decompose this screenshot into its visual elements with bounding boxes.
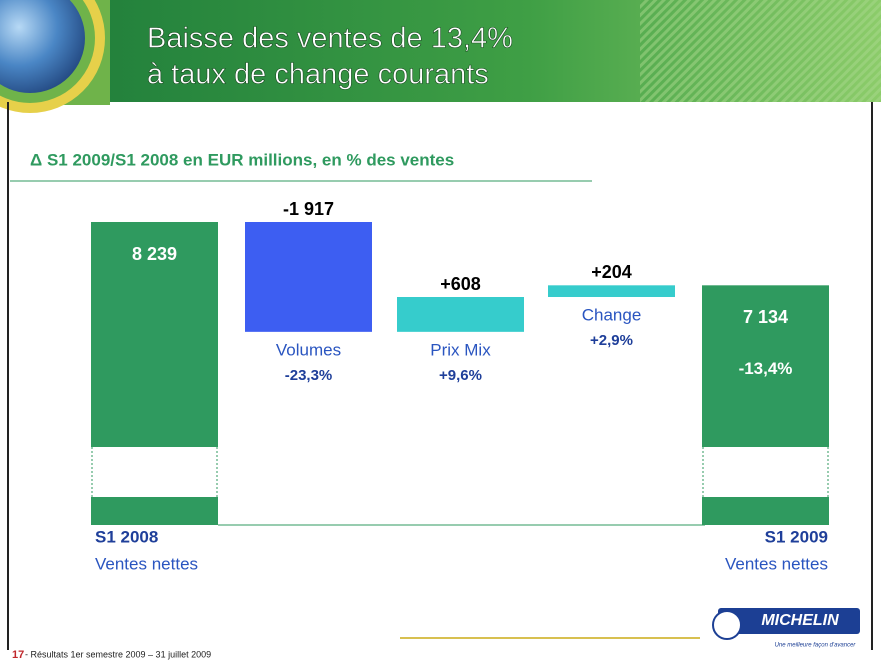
- value-label: +608: [440, 274, 481, 294]
- category-sublabel: Ventes nettes: [95, 554, 198, 573]
- category-label: Change: [582, 305, 642, 324]
- header-stripes: [640, 0, 881, 102]
- bar-base: [702, 497, 829, 525]
- percent-label: +2,9%: [590, 332, 633, 349]
- value-label: 8 239: [132, 244, 177, 264]
- slide: Baisse des ventes de 13,4% à taux de cha…: [0, 0, 881, 664]
- category-label: Prix Mix: [430, 340, 491, 359]
- chart-subtitle: Δ S1 2009/S1 2008 en EUR millions, en % …: [30, 150, 454, 169]
- bar: [548, 285, 675, 297]
- percent-label: -23,3%: [285, 367, 333, 384]
- slide-title: Baisse des ventes de 13,4%: [147, 23, 513, 55]
- logo-brand: MICHELIN: [761, 612, 839, 629]
- logo-bibendum: [713, 611, 741, 639]
- percent-label: -13,4%: [739, 359, 793, 378]
- percent-label: +9,6%: [439, 367, 482, 384]
- bar-base: [91, 497, 218, 525]
- bar: [245, 222, 372, 332]
- bar: [397, 297, 524, 332]
- category-sublabel: Ventes nettes: [725, 554, 828, 573]
- footer-text: - Résultats 1er semestre 2009 – 31 juill…: [25, 649, 211, 659]
- value-label: 7 134: [743, 307, 788, 327]
- value-label: -1 917: [283, 199, 334, 219]
- slide-title: à taux de change courants: [147, 59, 489, 91]
- category-label: Volumes: [276, 340, 341, 359]
- category-label: S1 2009: [765, 527, 828, 546]
- logo-tagline: Une meilleure façon d'avancer: [775, 643, 857, 649]
- category-label: S1 2008: [95, 527, 158, 546]
- value-label: +204: [591, 262, 632, 282]
- page-number: 17: [12, 649, 24, 661]
